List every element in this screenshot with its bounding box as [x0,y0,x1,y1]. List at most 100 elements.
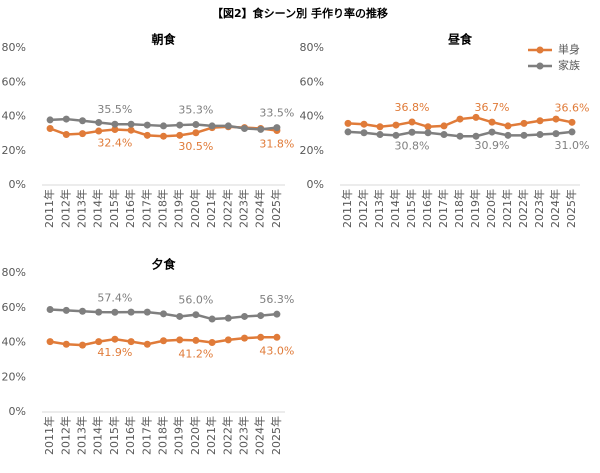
marker [536,117,544,125]
marker [424,123,432,131]
y-tick-label: 0% [9,405,26,418]
marker [568,118,576,126]
data-label: 32.4% [97,137,132,150]
marker [111,335,119,343]
marker [192,311,200,319]
x-tick-label: 2012年 [58,416,72,455]
marker [488,118,496,126]
marker [127,120,135,128]
marker [79,117,86,125]
marker [111,126,119,134]
marker [408,128,416,136]
y-tick-label: 20% [2,144,26,157]
x-tick-label: 2020年 [188,416,202,455]
marker [504,131,512,139]
marker [273,333,281,341]
marker [62,130,70,138]
marker [472,132,480,140]
x-tick-label: 2011年 [340,189,354,228]
x-tick-label: 2016年 [123,416,137,455]
marker [208,122,216,130]
data-label: 36.7% [475,101,510,114]
data-label: 35.3% [178,104,213,117]
x-tick-label: 2012年 [58,189,72,228]
x-tick-label: 2025年 [564,189,578,228]
x-tick-label: 2014年 [91,416,105,455]
data-label: 30.8% [395,139,430,152]
marker [344,128,352,136]
marker [79,130,86,138]
x-tick-label: 2021年 [204,416,218,455]
marker [192,121,200,129]
x-tick-label: 2022年 [220,416,234,455]
y-tick-label: 0% [9,178,26,191]
y-tick-label: 60% [2,75,26,88]
marker [176,336,184,344]
marker [46,305,54,313]
marker [62,115,70,123]
page-title: 【図2】食シーン別 手作り率の推移 [212,6,388,20]
data-label: 56.0% [178,294,213,307]
marker [376,123,384,131]
x-tick-label: 2018年 [452,189,466,228]
marker [224,336,232,344]
x-tick-label: 2015年 [107,189,121,228]
marker [160,122,167,130]
data-label: 35.5% [97,103,132,116]
marker [520,131,528,139]
marker [160,337,167,345]
marker [504,122,512,130]
marker [520,119,528,127]
legend-marker [536,46,544,54]
marker [360,129,368,137]
legend-label: 単身 [558,42,580,56]
marker [392,121,400,129]
x-tick-label: 2019年 [172,189,186,228]
marker [143,308,151,316]
marker [160,132,167,140]
marker [208,339,216,346]
data-label: 41.2% [178,347,213,360]
x-tick-label: 2021年 [204,189,218,228]
y-tick-label: 0% [307,178,324,191]
data-label: 36.8% [395,101,430,114]
x-tick-label: 2015年 [404,189,418,228]
marker [62,306,70,314]
x-tick-label: 2017年 [139,189,153,228]
x-tick-label: 2023年 [532,189,546,228]
marker [376,130,384,138]
x-tick-label: 2024年 [253,189,267,228]
y-tick-label: 20% [300,144,324,157]
data-label: 56.3% [259,293,294,306]
marker [111,308,119,316]
marker [552,130,560,138]
chart-title: 朝食 [151,32,176,47]
x-tick-label: 2024年 [253,416,267,455]
marker [440,122,448,130]
y-tick-label: 40% [2,336,26,349]
data-label: 57.4% [97,291,132,304]
legend-label: 家族 [558,58,580,72]
marker [127,308,135,316]
x-tick-label: 2013年 [75,416,89,455]
marker [127,338,135,346]
data-label: 33.5% [259,107,294,120]
x-tick-label: 2024年 [548,189,562,228]
chart-title: 昼食 [447,32,473,47]
x-tick-label: 2022年 [220,189,234,228]
marker [79,341,86,349]
data-label: 31.8% [259,138,294,151]
x-tick-label: 2021年 [500,189,514,228]
marker [424,129,432,137]
x-tick-label: 2013年 [372,189,386,228]
marker [111,120,119,128]
x-tick-label: 2025年 [269,189,283,228]
marker [160,310,167,318]
x-tick-label: 2015年 [107,416,121,455]
marker [257,333,265,341]
data-label: 41.9% [97,346,132,359]
marker [62,340,70,348]
x-tick-label: 2016年 [123,189,137,228]
marker [127,126,135,134]
